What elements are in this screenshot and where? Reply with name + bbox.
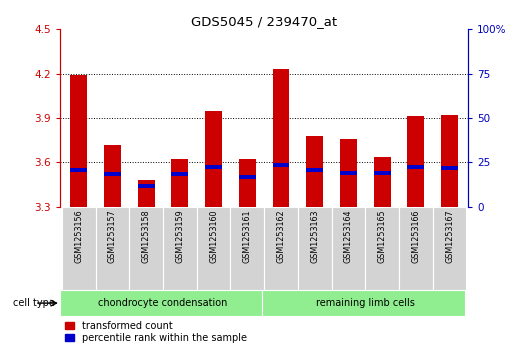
Bar: [205, 165, 222, 169]
Bar: [197, 207, 231, 290]
Text: GSM1253166: GSM1253166: [411, 209, 420, 263]
Text: GSM1253156: GSM1253156: [74, 209, 83, 263]
Bar: [138, 184, 154, 188]
Text: GSM1253164: GSM1253164: [344, 209, 353, 263]
Bar: [407, 117, 424, 207]
Bar: [272, 69, 289, 207]
Bar: [70, 168, 87, 172]
Bar: [433, 207, 467, 290]
Bar: [239, 175, 256, 179]
Text: GSM1253160: GSM1253160: [209, 209, 218, 263]
Bar: [374, 156, 391, 207]
Bar: [441, 166, 458, 170]
Text: GSM1253163: GSM1253163: [310, 209, 319, 263]
Text: GSM1253167: GSM1253167: [445, 209, 454, 263]
Title: GDS5045 / 239470_at: GDS5045 / 239470_at: [191, 15, 337, 28]
Legend: transformed count, percentile rank within the sample: transformed count, percentile rank withi…: [65, 321, 246, 343]
Bar: [399, 207, 433, 290]
Bar: [129, 207, 163, 290]
Bar: [96, 207, 129, 290]
Bar: [332, 207, 365, 290]
Bar: [340, 171, 357, 175]
Bar: [70, 75, 87, 207]
Bar: [62, 207, 96, 290]
Bar: [104, 144, 121, 207]
Bar: [441, 115, 458, 207]
Bar: [365, 207, 399, 290]
Text: GSM1253162: GSM1253162: [277, 209, 286, 263]
Text: chondrocyte condensation: chondrocyte condensation: [98, 298, 228, 308]
Text: GSM1253161: GSM1253161: [243, 209, 252, 263]
Bar: [263, 290, 465, 316]
Bar: [340, 139, 357, 207]
Bar: [298, 207, 332, 290]
Bar: [374, 171, 391, 175]
Bar: [407, 165, 424, 169]
Text: remaining limb cells: remaining limb cells: [316, 298, 415, 308]
Text: GSM1253157: GSM1253157: [108, 209, 117, 263]
Bar: [306, 136, 323, 207]
Bar: [104, 172, 121, 176]
Text: GSM1253159: GSM1253159: [175, 209, 184, 263]
Bar: [239, 159, 256, 207]
Bar: [306, 168, 323, 172]
Bar: [272, 163, 289, 167]
Bar: [163, 207, 197, 290]
Bar: [172, 159, 188, 207]
Bar: [231, 207, 264, 290]
Bar: [205, 111, 222, 207]
Text: GSM1253165: GSM1253165: [378, 209, 386, 263]
Bar: [138, 180, 154, 207]
Text: GSM1253158: GSM1253158: [142, 209, 151, 263]
Bar: [172, 172, 188, 176]
Bar: [264, 207, 298, 290]
Bar: [60, 290, 263, 316]
Text: cell type: cell type: [13, 298, 55, 308]
